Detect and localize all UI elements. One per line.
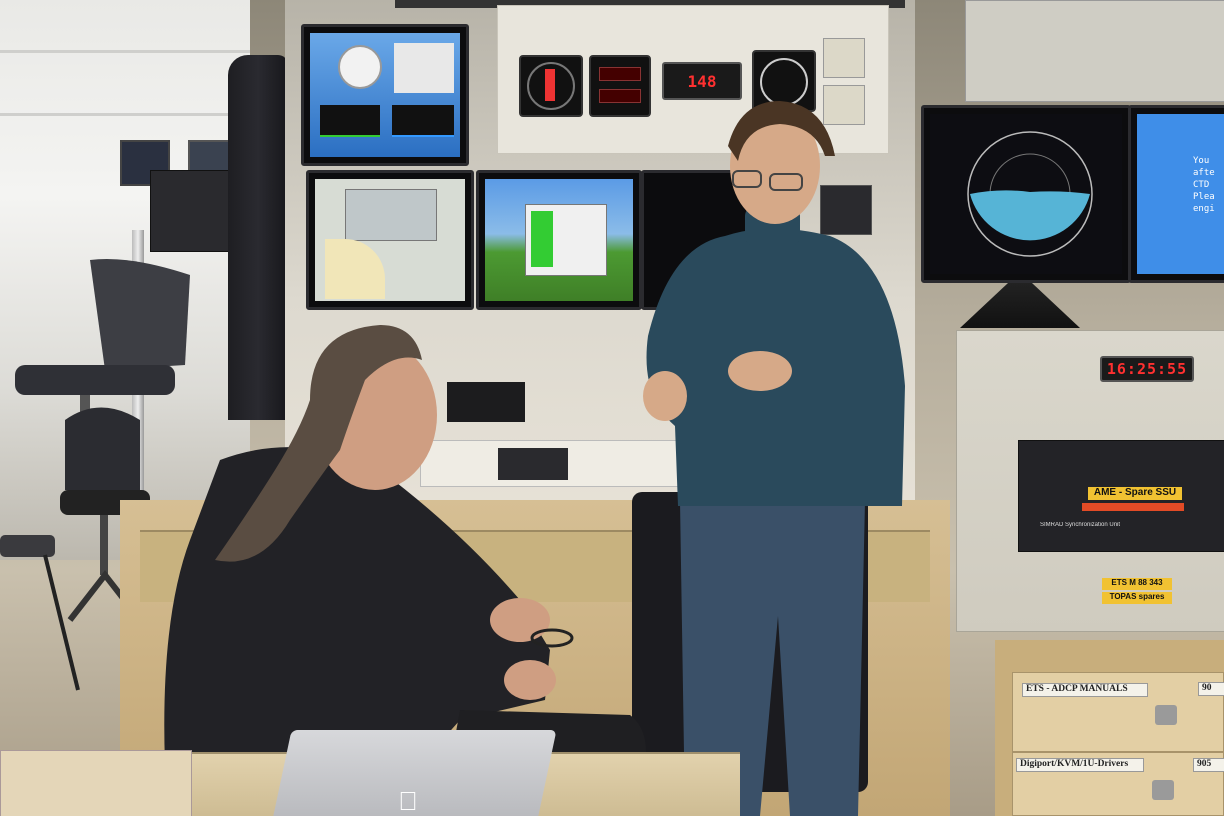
drawer-2-label: Digiport/KVM/1U-Drivers [1016, 758, 1144, 772]
clock-display: 16:25:55 [1100, 356, 1194, 382]
monitor-desktop [476, 170, 642, 310]
screen-text-4: Plea [1193, 192, 1215, 202]
cutting-board [0, 750, 192, 816]
drawer-2-number: 905 [1193, 758, 1224, 772]
monitor-chart [306, 170, 474, 310]
unit-label: SIMRAD Synchronization Unit [1040, 522, 1121, 528]
switch-box [498, 448, 568, 480]
window-frame [0, 50, 250, 116]
topas-label: TOPAS spares [1102, 592, 1172, 604]
dark-curtain [228, 55, 288, 420]
ets-label: ETS M 88 343 [1102, 578, 1172, 590]
air-vent [965, 0, 1224, 102]
drawer-1-number: 90 [1198, 682, 1224, 696]
screen-text-5: engi [1193, 204, 1215, 214]
drawer-2-handle[interactable] [1152, 780, 1174, 800]
monitor-top-gauges [301, 24, 469, 166]
seated-man [164, 325, 646, 765]
drawer-1-label: ETS - ADCP MANUALS [1022, 683, 1148, 697]
dimmer-knob-1 [823, 38, 865, 78]
apple-logo-icon:  [388, 786, 428, 816]
monitor-stand [960, 283, 1080, 328]
screen-text-2: afte [1193, 168, 1215, 178]
sonar-monitor [921, 105, 1131, 283]
cable-tray [395, 0, 905, 8]
red-label [1082, 503, 1184, 511]
screen-text-1: You [1193, 156, 1210, 166]
dimmer-knob-2 [823, 85, 865, 125]
standing-man [643, 101, 905, 816]
screen-text-3: CTD [1193, 180, 1210, 190]
info-monitor: You afte CTD Plea engi [1128, 105, 1224, 283]
small-device [820, 185, 872, 235]
dual-readout [589, 55, 651, 117]
rudder-gauge [519, 55, 583, 117]
heading-display: 148 [662, 62, 742, 100]
black-router [447, 382, 525, 422]
drawer-1-handle[interactable] [1155, 705, 1177, 725]
stool-chair [0, 535, 80, 691]
ame-label: AME - Spare SSU [1088, 487, 1182, 500]
